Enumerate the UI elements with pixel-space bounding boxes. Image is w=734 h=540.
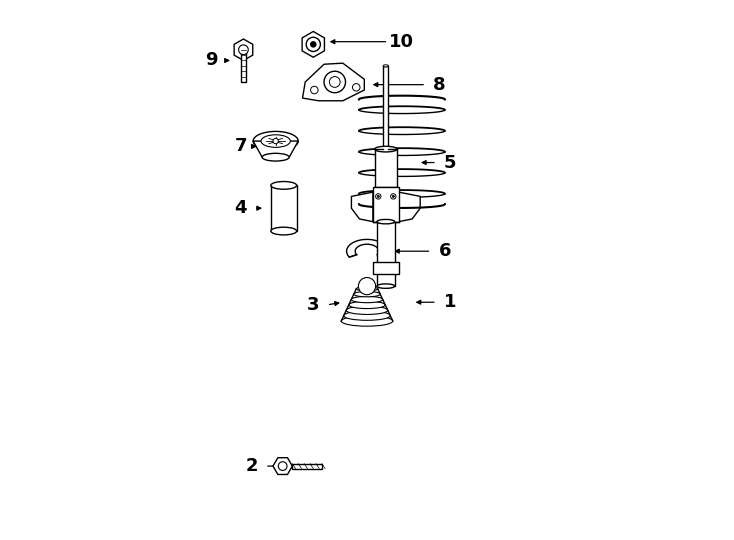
Text: 9: 9 [205, 51, 217, 70]
Ellipse shape [374, 146, 397, 152]
Bar [373, 262, 399, 274]
Polygon shape [399, 192, 420, 221]
Bar [373, 187, 399, 221]
Ellipse shape [262, 153, 289, 161]
Ellipse shape [383, 65, 388, 67]
Ellipse shape [349, 301, 385, 308]
Polygon shape [352, 192, 373, 221]
Ellipse shape [261, 135, 291, 147]
Polygon shape [346, 239, 388, 257]
Bar [292, 464, 322, 469]
Circle shape [324, 71, 346, 93]
Ellipse shape [271, 181, 297, 189]
Ellipse shape [271, 227, 297, 235]
Circle shape [358, 278, 376, 295]
Bar [374, 149, 397, 187]
Circle shape [377, 195, 379, 198]
Ellipse shape [344, 311, 390, 320]
Circle shape [278, 462, 287, 470]
Text: 6: 6 [439, 242, 451, 260]
Circle shape [239, 45, 248, 55]
Ellipse shape [377, 284, 395, 288]
Circle shape [352, 84, 360, 91]
Text: 8: 8 [433, 76, 446, 93]
Polygon shape [302, 63, 364, 101]
Text: 7: 7 [234, 138, 247, 156]
Circle shape [306, 37, 320, 51]
Text: 10: 10 [390, 33, 415, 51]
Circle shape [362, 281, 372, 292]
Circle shape [310, 86, 318, 94]
Circle shape [390, 194, 396, 199]
Bar [383, 66, 388, 149]
Ellipse shape [356, 287, 378, 291]
Ellipse shape [346, 306, 388, 314]
Polygon shape [273, 458, 292, 475]
Bar [271, 185, 297, 231]
Circle shape [376, 194, 381, 199]
Polygon shape [302, 31, 324, 57]
Circle shape [273, 138, 278, 144]
Ellipse shape [377, 219, 395, 224]
Ellipse shape [354, 292, 380, 297]
Text: 1: 1 [444, 293, 457, 311]
Circle shape [310, 42, 316, 47]
Polygon shape [234, 39, 252, 60]
Polygon shape [253, 141, 298, 157]
Text: 5: 5 [444, 153, 457, 172]
Ellipse shape [352, 296, 382, 303]
Circle shape [392, 195, 394, 198]
Circle shape [330, 77, 340, 87]
Bar [377, 221, 395, 286]
Ellipse shape [341, 316, 393, 326]
Ellipse shape [253, 131, 298, 151]
Text: 2: 2 [245, 457, 258, 475]
Text: 3: 3 [307, 296, 319, 314]
Bar [241, 50, 246, 82]
Text: 4: 4 [234, 199, 247, 217]
